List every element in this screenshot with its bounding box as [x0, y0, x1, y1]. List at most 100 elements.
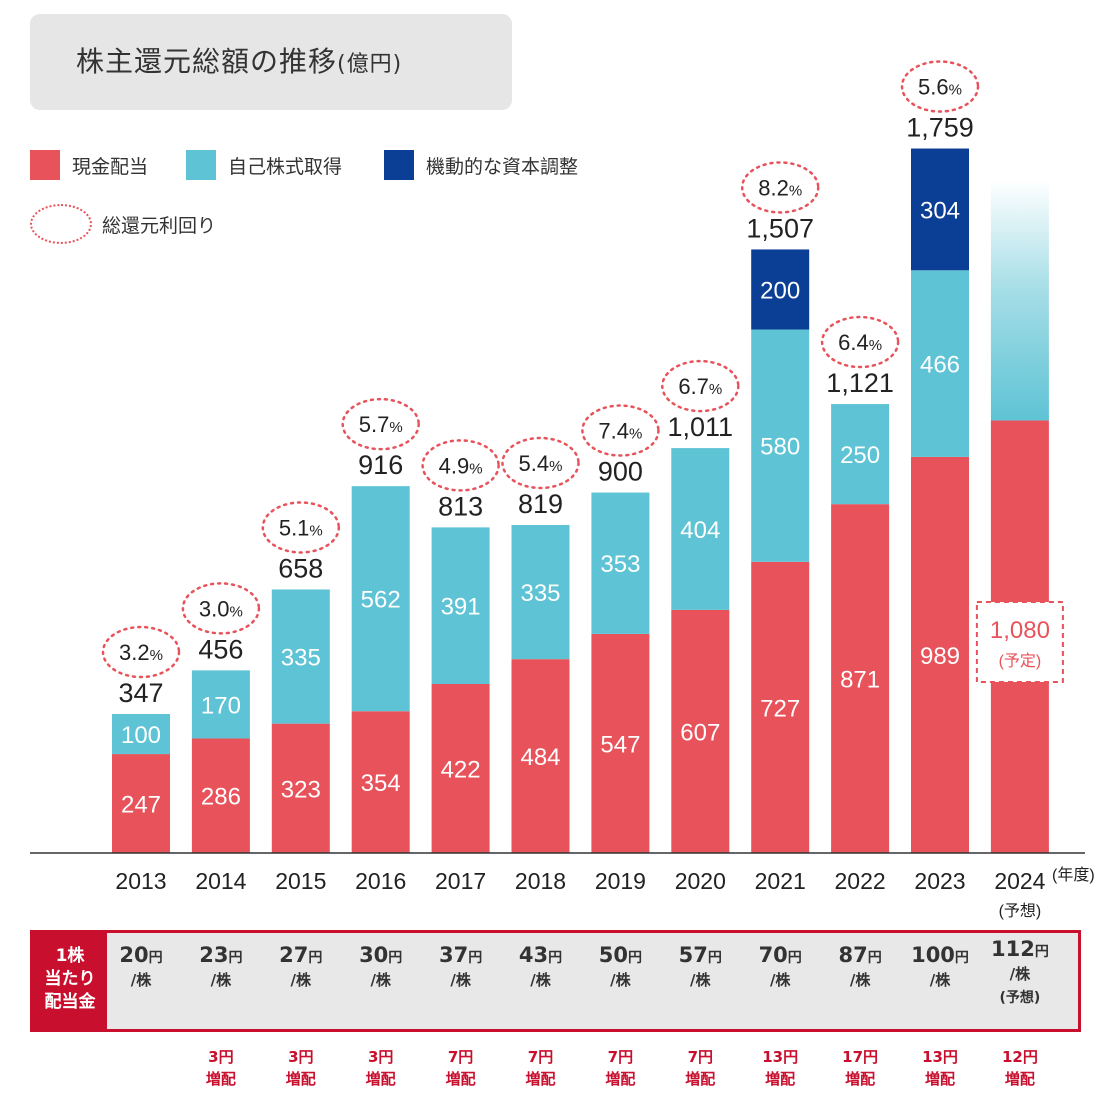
dividend-value: 27 [279, 943, 309, 967]
data-label-cash-2023: 989 [920, 643, 960, 670]
data-label-capital-2023: 304 [920, 197, 960, 224]
total-label-2015: 658 [278, 553, 323, 583]
dividend-value: 70 [758, 943, 788, 967]
dividend-increase-2016: 3円 増配 [341, 1046, 421, 1090]
dividend-cell-2024: 112円/株 (予想) [980, 937, 1060, 1007]
data-label-cash-2013: 247 [121, 792, 161, 819]
dividend-cell-2013: 20円/株 [101, 943, 181, 993]
bar-buyback-2021 [751, 329, 810, 562]
yield-ring-2019 [581, 404, 660, 457]
dividend-unit: 円 [628, 950, 642, 966]
total-label-2014: 456 [198, 634, 243, 664]
data-label-buyback-2019: 353 [600, 551, 640, 578]
bar-cash-2020 [671, 609, 730, 853]
total-label-2016: 916 [358, 450, 403, 480]
legend-buyback: 自己株式取得 [186, 150, 342, 180]
bar-buyback-2015 [271, 589, 330, 724]
bar-cash-2013 [112, 754, 170, 853]
dividend-header-line2: 当たり [44, 969, 96, 989]
dividend-unit: 円 [1034, 944, 1049, 960]
x-tick-2017: 2017 [435, 868, 486, 894]
dividend-increase-amount: 13円 [762, 1048, 799, 1066]
yield-label-2016: 5.7% [359, 412, 403, 437]
data-label-capital-2021: 200 [760, 277, 800, 304]
legend-cash: 現金配当 [30, 150, 148, 180]
dividend-increase-label: 増配 [685, 1070, 716, 1088]
dividend-increase-2024: 12円 増配 [980, 1046, 1060, 1090]
data-label-cash-2017: 422 [441, 756, 481, 783]
dividend-header-line3: 配当金 [44, 992, 96, 1012]
yield-ring-2015 [261, 501, 341, 554]
legend-buyback-label: 自己株式取得 [228, 155, 343, 178]
dividend-unit: 円 [787, 950, 802, 966]
dividend-per-share: /株 [530, 971, 551, 989]
bar-buyback-2014 [191, 670, 250, 739]
bar-buyback-2017 [431, 527, 490, 684]
yield-ring-2018 [501, 436, 580, 490]
bar-forecast-fade [990, 180, 1049, 421]
data-label-buyback-2023: 466 [920, 352, 960, 379]
chart-title: 株主還元総額の推移(億円) [76, 40, 402, 80]
total-label-2018: 819 [518, 489, 563, 519]
dividend-increase-label: 増配 [1004, 1070, 1035, 1088]
legend-yield-ring [30, 204, 92, 244]
x-axis-unit: (年度) [1052, 866, 1095, 884]
bar-buyback-2020 [671, 448, 730, 610]
yield-label-2013: 3.2% [119, 640, 163, 665]
bar-cash-2018 [511, 659, 570, 853]
forecast-value-label: 1,080 [990, 617, 1050, 644]
dividend-increase-2023: 13円 増配 [900, 1046, 980, 1090]
legend-cash-label: 現金配当 [72, 155, 149, 178]
chart-title-text: 株主還元総額の推移 [76, 45, 338, 78]
yield-label-2019: 7.4% [598, 419, 642, 444]
total-label-2020: 1,011 [668, 412, 734, 442]
bar-capital-2023 [911, 148, 969, 271]
data-label-buyback-2016: 562 [361, 587, 401, 614]
dividend-increase-amount: 3円 [367, 1048, 394, 1066]
yield-ring-2014 [181, 582, 261, 635]
legend-capital-swatch [384, 150, 414, 180]
yield-ring-2020 [661, 359, 740, 413]
x-tick-2016: 2016 [355, 868, 406, 894]
dividend-increase-2019: 7円 増配 [580, 1046, 660, 1090]
dividend-unit: 円 [228, 950, 243, 966]
dividend-cell-2021: 70円/株 [740, 943, 820, 993]
yield-label-2022: 6.4% [838, 330, 882, 355]
dividend-increase-amount: 7円 [687, 1048, 714, 1066]
total-label-2022: 1,121 [826, 368, 894, 398]
total-label-2017: 813 [438, 491, 483, 521]
yield-label-2023: 5.6% [918, 75, 962, 100]
yield-ring-2023 [900, 60, 980, 113]
dividend-cell-2018: 43円/株 [501, 943, 581, 993]
yield-ring-2016 [341, 397, 420, 451]
data-label-buyback-2018: 335 [520, 580, 560, 607]
dividend-table-header: 1株 当たり 配当金 [33, 933, 107, 1029]
dividend-per-share: /株 [450, 971, 471, 989]
x-tick-note-2024: (予想) [999, 902, 1042, 920]
data-label-cash-2020: 607 [680, 719, 720, 746]
dividend-cell-2020: 57円/株 [660, 943, 740, 993]
dividend-increase-amount: 7円 [527, 1048, 554, 1066]
legend-yield-label: 総還元利回り [102, 214, 217, 237]
bar-cash-2019 [591, 633, 650, 853]
x-tick-2019: 2019 [595, 868, 646, 894]
x-tick-2021: 2021 [755, 868, 806, 894]
dividend-per-share: /株 [849, 971, 871, 989]
dividend-value: 37 [438, 943, 469, 967]
dividend-increase-amount: 17円 [842, 1048, 879, 1066]
data-label-buyback-2013: 100 [121, 722, 161, 749]
bar-buyback-2013 [112, 714, 170, 755]
data-label-cash-2015: 323 [281, 776, 321, 803]
dividend-value: 112 [990, 937, 1035, 961]
yield-ring-2022 [820, 315, 900, 369]
x-tick-2014: 2014 [195, 868, 246, 894]
bar-cash-2014 [191, 738, 250, 853]
data-label-cash-2014: 286 [201, 784, 241, 811]
dividend-cell-2022: 87円/株 [820, 943, 900, 993]
dividend-increase-amount: 13円 [922, 1048, 958, 1066]
dividend-increase-label: 増配 [445, 1070, 476, 1088]
dividend-value: 30 [359, 943, 389, 967]
dividend-unit: 円 [148, 950, 163, 966]
legend-buyback-swatch [186, 150, 216, 180]
bar-buyback-2022 [831, 404, 890, 505]
